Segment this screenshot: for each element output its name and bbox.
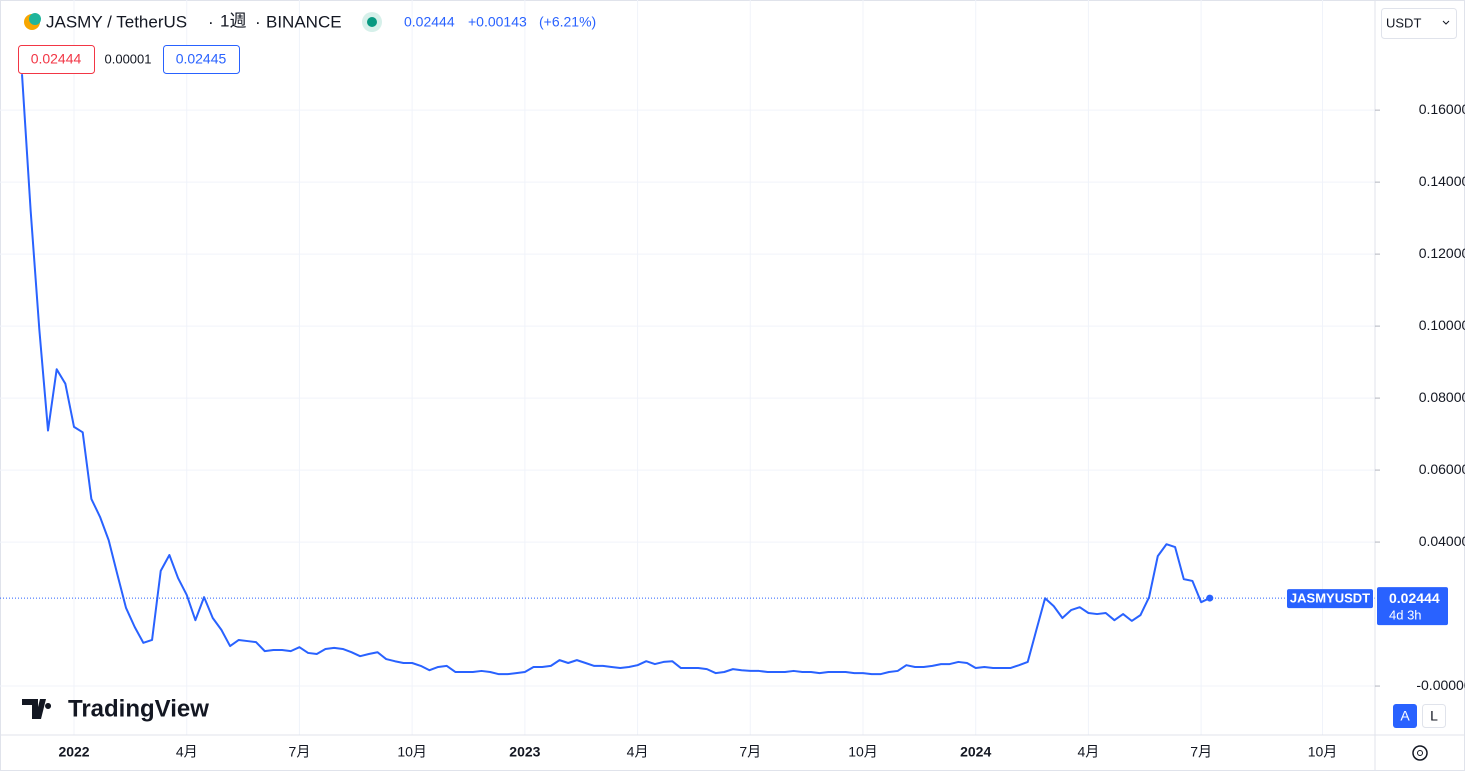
x-tick-label: 4月 <box>1078 744 1100 760</box>
currency: USDT <box>1386 15 1421 30</box>
y-tick-label: 0.04000 <box>1419 533 1465 549</box>
buy-price: 0.02445 <box>176 51 227 67</box>
price-tag <box>1377 587 1448 626</box>
x-tick-label: 7月 <box>739 744 761 760</box>
log-scale-button[interactable] <box>1422 704 1446 728</box>
sell-button[interactable] <box>18 45 95 74</box>
currency-select[interactable] <box>1381 8 1457 39</box>
spread: 0.00001 <box>105 51 152 66</box>
y-tick-label: 0.08000 <box>1419 389 1465 405</box>
price-tag-value: 0.02444 <box>1389 590 1440 606</box>
x-tick-label: 2022 <box>58 744 89 760</box>
separator: · <box>208 12 214 31</box>
change-pct: (+6.21%) <box>539 14 596 30</box>
x-tick-label: 10月 <box>848 744 878 760</box>
price-line <box>21 74 1211 676</box>
price: 0.02444 <box>404 14 455 30</box>
settings-icon[interactable] <box>1412 745 1428 761</box>
auto-scale-label: A <box>1400 708 1410 724</box>
x-tick-label: 10月 <box>397 744 427 760</box>
y-tick-label: 0.06000 <box>1419 461 1465 477</box>
countdown: 4d 3h <box>1389 608 1422 623</box>
sell-price: 0.02444 <box>31 51 82 67</box>
x-tick-label: 4月 <box>176 744 198 760</box>
market-status-dot <box>367 17 377 27</box>
x-tick-label: 4月 <box>627 744 649 760</box>
log-scale-label: L <box>1430 708 1438 724</box>
symbol-icon <box>29 13 41 25</box>
logo-text: TradingView <box>68 695 209 722</box>
settings-icon-center <box>1417 750 1423 756</box>
buy-button[interactable] <box>163 45 240 74</box>
x-tick-label: 7月 <box>1190 744 1212 760</box>
y-tick-label: 0.12000 <box>1419 245 1465 261</box>
dropdown-arrow <box>1442 20 1450 25</box>
auto-scale-button[interactable] <box>1393 704 1417 728</box>
y-tick-label: 0.16000 <box>1419 101 1465 117</box>
y-tick-label: 0.14000 <box>1419 173 1465 189</box>
series-name: JASMYUSDT <box>1290 591 1370 606</box>
symbol: JASMY / TetherUS <box>46 12 187 31</box>
change: +0.00143 <box>468 14 527 30</box>
logo-mark <box>22 699 52 719</box>
y-tick-label: 0.10000 <box>1419 317 1465 333</box>
x-tick-label: 10月 <box>1308 744 1338 760</box>
separator: · <box>255 12 261 31</box>
x-tick-label: 2024 <box>960 744 991 760</box>
interval: 1週 <box>220 11 246 30</box>
x-tick-label: 7月 <box>289 744 311 760</box>
last-point <box>1206 594 1214 602</box>
series-name-tag <box>1287 589 1373 609</box>
x-tick-label: 2023 <box>509 744 540 760</box>
exchange: BINANCE <box>266 12 342 31</box>
